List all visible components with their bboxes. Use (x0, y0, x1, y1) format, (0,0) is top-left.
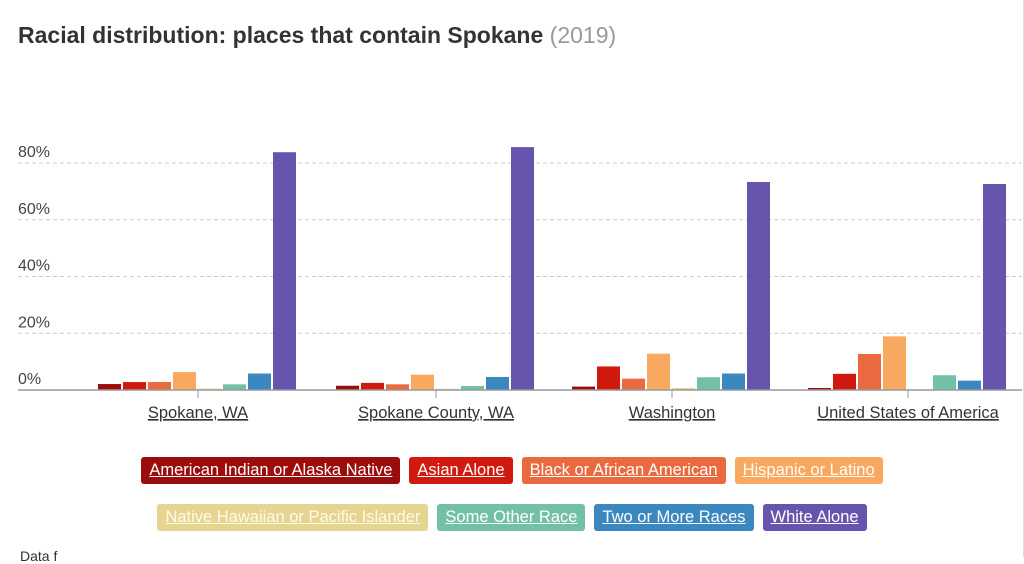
chart-title: Racial distribution: places that contain… (18, 22, 616, 49)
bar-chart: 0% 20% 40% 60% 80% Spokane, WA Spokane County,… (18, 144, 1022, 422)
y-tick-label: 20% (18, 314, 50, 331)
bar-american-indian-or-alaska-native (808, 388, 831, 390)
bar-black-or-african-american (148, 382, 171, 390)
bar-white-alone (747, 182, 770, 390)
bar-some-other-race (697, 377, 720, 390)
bar-hispanic-or-latino (647, 353, 670, 390)
bar-american-indian-or-alaska-native (336, 385, 359, 390)
bar-american-indian-or-alaska-native (572, 386, 595, 390)
legend-row-1: American Indian or Alaska Native Asian Al… (0, 457, 1024, 484)
legend-item-white-alone[interactable]: White Alone (762, 504, 867, 531)
x-tick-label[interactable]: Washington (629, 404, 716, 422)
y-tick-label: 40% (18, 258, 50, 275)
bar-some-other-race (933, 375, 956, 390)
bar-two-or-more-races (486, 376, 509, 390)
bar-hispanic-or-latino (883, 336, 906, 390)
y-tick-label: 80% (18, 144, 50, 161)
x-tick-label[interactable]: United States of America (817, 404, 999, 422)
y-tick-label: 60% (18, 201, 50, 218)
bar-american-indian-or-alaska-native (98, 384, 121, 390)
legend-item-hispanic-or-latino[interactable]: Hispanic or Latino (734, 457, 883, 484)
legend-item-native-hawaiian-or-pacific-islander[interactable]: Native Hawaiian or Pacific Islander (157, 504, 429, 531)
legend-item-american-indian-or-alaska-native[interactable]: American Indian or Alaska Native (141, 457, 401, 484)
y-tick-label: 0% (18, 371, 41, 388)
legend-item-two-or-more-races[interactable]: Two or More Races (594, 504, 754, 531)
bar-asian-alone (833, 373, 856, 390)
bar-two-or-more-races (722, 373, 745, 390)
bar-some-other-race (461, 386, 484, 390)
title-text: Racial distribution: places that contain… (18, 22, 544, 48)
bar-asian-alone (361, 382, 384, 390)
bar-white-alone (983, 183, 1006, 390)
title-year: (2019) (549, 22, 617, 48)
bar-white-alone (511, 147, 534, 390)
legend-item-some-other-race[interactable]: Some Other Race (437, 504, 586, 531)
legend-row-2: Native Hawaiian or Pacific Islander Some … (0, 504, 1024, 531)
legend-item-asian-alone[interactable]: Asian Alone (409, 457, 513, 484)
bar-asian-alone (123, 382, 146, 390)
legend-item-black-or-african-american[interactable]: Black or African American (521, 457, 726, 484)
bar-some-other-race (223, 384, 246, 390)
bar-two-or-more-races (958, 380, 981, 390)
bar-black-or-african-american (858, 353, 881, 390)
bar-white-alone (273, 152, 296, 390)
footer-text: Data f (20, 548, 58, 564)
bar-black-or-african-american (386, 384, 409, 390)
bar-native-hawaiian-or-pacific-islander (672, 388, 695, 390)
x-tick-label[interactable]: Spokane, WA (148, 404, 248, 422)
bar-asian-alone (597, 366, 620, 390)
bar-black-or-african-american (622, 378, 645, 390)
x-tick-label[interactable]: Spokane County, WA (358, 404, 514, 422)
bar-two-or-more-races (248, 373, 271, 390)
bar-hispanic-or-latino (173, 372, 196, 390)
bar-hispanic-or-latino (411, 374, 434, 390)
